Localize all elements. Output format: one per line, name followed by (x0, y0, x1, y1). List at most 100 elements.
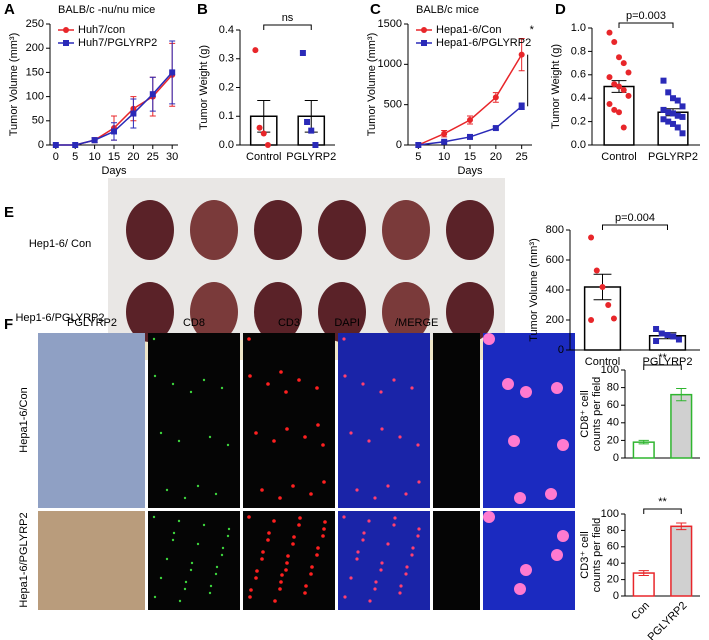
cell-dot (303, 591, 307, 595)
y-tick-label: 40 (607, 417, 619, 429)
bar (632, 572, 655, 597)
chart-title: BALB/c -nu/nu mice (58, 4, 155, 16)
significance-bracket (618, 22, 674, 28)
cell-dot (310, 565, 314, 569)
marker (264, 142, 271, 148)
micrograph (38, 333, 145, 508)
marker (467, 133, 473, 140)
y-axis-label: Tumor Volume (mm³) (366, 33, 378, 137)
tumor (446, 200, 494, 260)
x-tick-label: Control (585, 356, 620, 368)
y-tick-label: 0.0 (219, 139, 234, 151)
marker (260, 130, 267, 137)
error-bar (676, 522, 687, 531)
cell-dot (171, 382, 175, 386)
cell-dot (152, 337, 156, 341)
error-bar (638, 570, 649, 576)
marker (299, 50, 306, 56)
cell-dot (266, 382, 270, 386)
marker (611, 106, 618, 113)
cell-dot (215, 565, 219, 569)
marker (111, 128, 117, 135)
cell-dot (190, 561, 194, 565)
y-axis-label: Tumor Volume (mm³) (8, 33, 20, 137)
marker (625, 92, 632, 99)
marker (679, 113, 686, 120)
cell-dot (349, 576, 353, 580)
micrograph (433, 333, 480, 508)
cell-dot (202, 523, 206, 527)
cell-dot (398, 591, 402, 595)
marker (679, 103, 686, 110)
cell-dot (502, 378, 514, 390)
cell-dot (220, 386, 224, 390)
significance-bracket (602, 224, 668, 230)
cell-dot (417, 527, 421, 531)
marker (605, 302, 612, 308)
y-tick-label: 0.4 (571, 92, 586, 104)
marker (492, 125, 499, 132)
column-label: CD3 (278, 317, 300, 329)
x-axis-label: Days (101, 165, 127, 177)
tumor (126, 282, 174, 342)
cell-dot (380, 561, 384, 565)
cell-dot (309, 572, 313, 576)
cell-dot (392, 523, 396, 527)
marker (441, 138, 448, 145)
x-tick-label: 10 (88, 151, 100, 163)
x-tick-label: 25 (147, 151, 159, 163)
cell-dot (373, 587, 377, 591)
significance-bracket (643, 364, 682, 370)
cell-dot (557, 439, 569, 451)
cell-dot (227, 527, 231, 531)
cell-dot (278, 587, 282, 591)
significance-label: p=0.003 (626, 10, 666, 22)
marker (674, 112, 681, 119)
cell-dot (247, 337, 251, 341)
marker (674, 97, 681, 104)
error-bar (676, 387, 687, 402)
y-tick-label: 1000 (378, 58, 402, 70)
marker (606, 101, 613, 108)
y-tick-label: 600 (546, 254, 564, 266)
cell-dot (153, 374, 157, 378)
cell-dot (404, 572, 408, 576)
cell-dot (367, 439, 371, 443)
micrograph (433, 511, 480, 610)
legend-label: Huh7/con (78, 24, 125, 36)
marker (308, 127, 315, 134)
marker (421, 40, 427, 46)
cell-dot (545, 488, 557, 500)
cell-dot (323, 520, 327, 524)
cell-dot (221, 546, 225, 550)
y-tick-label: 0 (613, 590, 619, 602)
cell-dot (189, 390, 193, 394)
significance-bracket (263, 24, 312, 30)
panel-letter: B (197, 1, 208, 18)
cell-dot (343, 374, 347, 378)
cell-dot (298, 516, 302, 520)
x-tick-label: PGLYRP2 (646, 600, 690, 640)
column-label: PGLYRP2 (67, 317, 117, 329)
marker (616, 54, 622, 61)
micrograph (243, 511, 335, 610)
cell-dot (368, 599, 372, 603)
cell-dot (393, 516, 397, 520)
y-tick-label: 0.3 (219, 53, 234, 65)
cell-dot (183, 496, 187, 500)
marker (675, 336, 682, 343)
y-tick-label: 250 (26, 18, 44, 30)
cell-dot (361, 382, 365, 386)
cell-dot (386, 542, 390, 546)
tumor (254, 200, 302, 260)
series-line (418, 54, 523, 146)
x-tick-label: 25 (516, 151, 528, 163)
x-tick-label: 15 (108, 151, 120, 163)
cell-dot (410, 553, 414, 557)
cell-dot (292, 535, 296, 539)
bar (632, 441, 655, 459)
y-tick-label: 100 (601, 508, 619, 520)
marker (593, 267, 600, 274)
cell-dot (266, 538, 270, 542)
